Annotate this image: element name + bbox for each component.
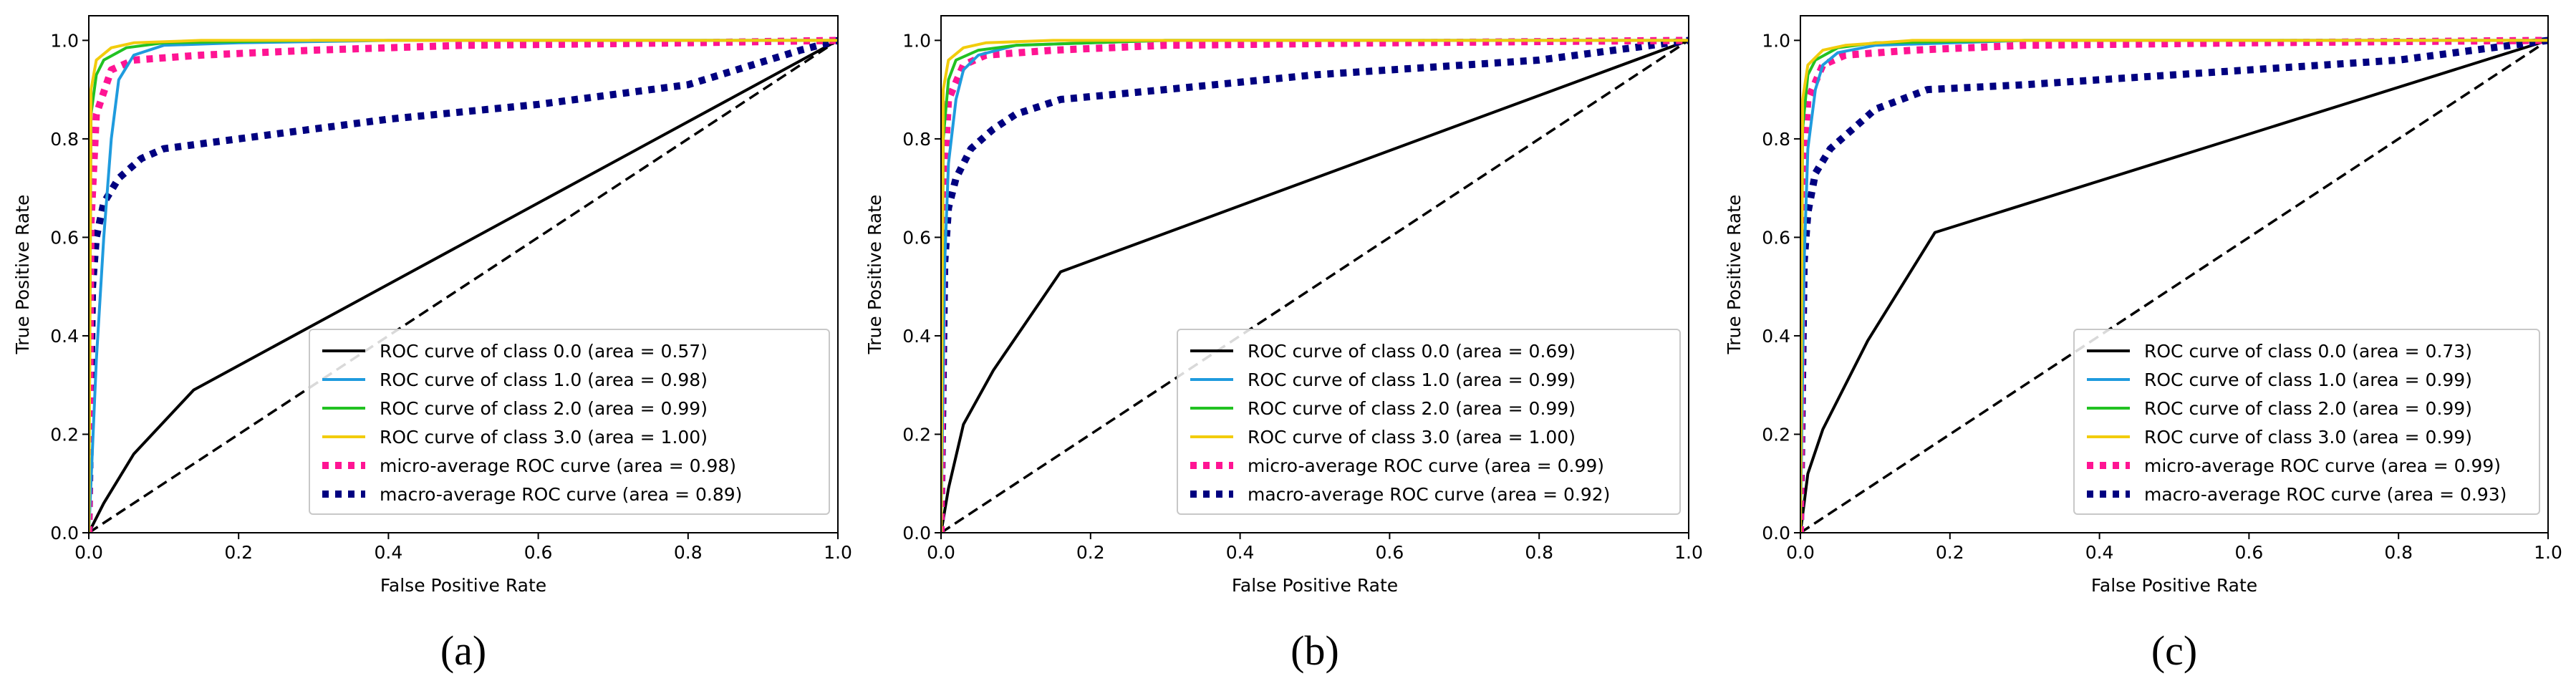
panel-caption: (b) [1291, 627, 1339, 674]
roc-series-line-4 [1800, 37, 2548, 533]
x-tick-label: 0.4 [1226, 542, 1255, 563]
x-tick-label: 0.0 [1786, 542, 1815, 563]
plot-frame [940, 15, 1689, 533]
legend-entry-label: ROC curve of class 1.0 (area = 0.99) [2144, 369, 2472, 390]
legend: ROC curve of class 0.0 (area = 0.73) ROC … [2073, 329, 2540, 515]
roc-series-line-4 [89, 37, 838, 533]
chart-panel-1: 0.0 0.2 0.4 0.6 0.8 1.0 0.0 0.2 0.4 0.6 0.8 1.0 Fals… [12, 15, 852, 674]
y-axis-label: True Positive Rate [1724, 195, 1745, 355]
y-tick-label: 0.0 [1762, 523, 1790, 544]
legend-entry-label: ROC curve of class 2.0 (area = 0.99) [380, 398, 708, 419]
y-tick-label: 0.8 [50, 129, 79, 150]
legend: ROC curve of class 0.0 (area = 0.69) ROC … [1177, 329, 1681, 515]
roc-series-line-3 [941, 39, 1689, 533]
legend-entry-label: macro-average ROC curve (area = 0.93) [2144, 484, 2507, 505]
x-axis-label: False Positive Rate [2091, 575, 2257, 596]
legend-entry-label: ROC curve of class 3.0 (area = 1.00) [380, 427, 708, 448]
y-tick-label: 0.2 [50, 424, 79, 445]
legend-entry-label: ROC curve of class 0.0 (area = 0.69) [1248, 341, 1576, 362]
legend-entry-label: ROC curve of class 3.0 (area = 1.00) [1248, 427, 1576, 448]
x-tick-label: 1.0 [824, 542, 852, 563]
y-tick-label: 0.8 [1762, 129, 1790, 150]
y-tick-label: 0.0 [902, 523, 931, 544]
y-axis-label: True Positive Rate [864, 195, 885, 355]
panel-caption: (c) [2151, 627, 2197, 674]
roc-series-line-3 [89, 39, 838, 533]
x-tick-label: 0.6 [1376, 542, 1404, 563]
y-tick-label: 0.4 [1762, 326, 1790, 347]
plot-frame [1800, 15, 2549, 533]
legend-entry-label: ROC curve of class 0.0 (area = 0.73) [2144, 341, 2472, 362]
y-tick-label: 1.0 [50, 30, 79, 51]
legend-entry-label: macro-average ROC curve (area = 0.89) [380, 484, 742, 505]
y-axis-label: True Positive Rate [12, 195, 33, 355]
chart-panel-2: 0.0 0.2 0.4 0.6 0.8 1.0 0.0 0.2 0.4 0.6 0.8 1.0 Fals… [864, 15, 1703, 674]
legend-entry-label: ROC curve of class 0.0 (area = 0.57) [380, 341, 708, 362]
plot-lines [89, 37, 838, 533]
plot-lines [1800, 37, 2548, 533]
legend-entry-label: ROC curve of class 2.0 (area = 0.99) [1248, 398, 1576, 419]
legend-entry-label: micro-average ROC curve (area = 0.99) [2144, 455, 2501, 476]
y-tick-label: 0.4 [50, 326, 79, 347]
legend-entry-label: micro-average ROC curve (area = 0.99) [1248, 455, 1604, 476]
y-tick-label: 0.6 [50, 227, 79, 248]
x-tick-label: 0.8 [2384, 542, 2413, 563]
x-tick-label: 0.6 [2235, 542, 2264, 563]
y-tick-label: 0.0 [50, 523, 79, 544]
chart-panel-3: 0.0 0.2 0.4 0.6 0.8 1.0 0.0 0.2 0.4 0.6 0.8 1.0 Fals… [1724, 15, 2562, 674]
legend-entry-label: ROC curve of class 2.0 (area = 0.99) [2144, 398, 2472, 419]
x-tick-label: 0.2 [224, 542, 253, 563]
x-axis-label: False Positive Rate [380, 575, 546, 596]
x-axis-label: False Positive Rate [1232, 575, 1398, 596]
x-tick-label: 1.0 [1674, 542, 1703, 563]
chance-diagonal [89, 39, 838, 533]
x-tick-label: 0.0 [74, 542, 103, 563]
legend-box [2073, 329, 2540, 515]
x-tick-label: 0.8 [674, 542, 703, 563]
legend-entry-label: macro-average ROC curve (area = 0.92) [1248, 484, 1610, 505]
plot-frame [88, 15, 839, 533]
roc-series-line-3 [1800, 39, 2548, 533]
y-tick-label: 0.6 [1762, 227, 1790, 248]
y-tick-label: 1.0 [1762, 30, 1790, 51]
legend-entry-label: ROC curve of class 3.0 (area = 0.99) [2144, 427, 2472, 448]
roc-series-line-5 [89, 37, 838, 533]
y-tick-label: 0.6 [902, 227, 931, 248]
plot-lines [941, 37, 1689, 533]
x-tick-label: 0.4 [2085, 542, 2114, 563]
legend: ROC curve of class 0.0 (area = 0.57) ROC … [309, 329, 830, 515]
legend-box [1177, 329, 1681, 515]
roc-series-line-5 [941, 37, 1689, 533]
roc-series-line-0 [89, 39, 838, 533]
y-tick-label: 0.2 [902, 424, 931, 445]
x-tick-label: 0.2 [1076, 542, 1105, 563]
y-tick-label: 1.0 [902, 30, 931, 51]
roc-series-line-0 [1800, 39, 2548, 533]
x-tick-label: 1.0 [2534, 542, 2562, 563]
legend-entry-label: ROC curve of class 1.0 (area = 0.98) [380, 369, 708, 390]
legend-box [309, 329, 830, 515]
y-tick-label: 0.2 [1762, 424, 1790, 445]
roc-series-line-4 [941, 37, 1689, 533]
x-tick-label: 0.2 [1936, 542, 1964, 563]
x-tick-label: 0.8 [1525, 542, 1553, 563]
legend-entry-label: micro-average ROC curve (area = 0.98) [380, 455, 736, 476]
x-tick-label: 0.6 [524, 542, 553, 563]
x-tick-label: 0.0 [927, 542, 955, 563]
chance-diagonal [1800, 39, 2548, 533]
y-tick-label: 0.4 [902, 326, 931, 347]
panel-caption: (a) [440, 627, 486, 674]
x-tick-label: 0.4 [375, 542, 403, 563]
roc-series-line-0 [941, 39, 1689, 533]
y-tick-label: 0.8 [902, 129, 931, 150]
legend-entry-label: ROC curve of class 1.0 (area = 0.99) [1248, 369, 1576, 390]
chance-diagonal [941, 39, 1689, 533]
